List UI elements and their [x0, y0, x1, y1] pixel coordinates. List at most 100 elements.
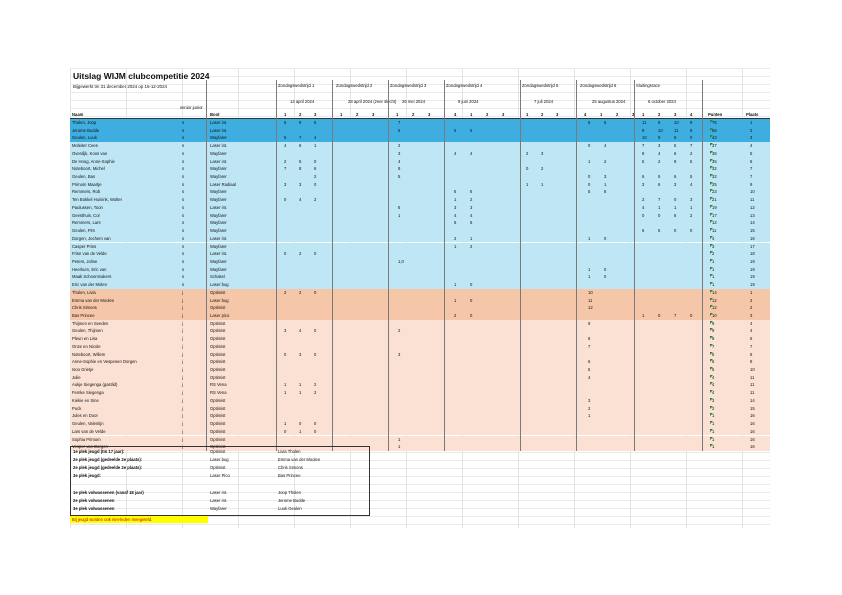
cell-punten: 1 — [712, 428, 715, 434]
cell-senior-junior: j — [182, 421, 183, 427]
header-punten: Punten — [708, 112, 723, 117]
race-number: 2 — [541, 112, 544, 117]
cell-senior-junior: j — [182, 343, 183, 349]
cell-naam: Isoo Grietje — [72, 367, 94, 373]
comment-marker-icon — [710, 397, 713, 401]
cell-score: 4 — [642, 204, 645, 210]
cell-naam: Maak Schoonmakers — [72, 274, 112, 280]
cell-boot: Wayfarer — [210, 212, 227, 218]
cell-score: 5 — [658, 174, 661, 180]
cell-plaats: 11 — [750, 382, 755, 388]
column-separator — [576, 80, 577, 451]
cell-score: 9 — [588, 320, 591, 326]
summary-label: 1e plek volwassenen (vanaf 18 jaar) — [73, 489, 144, 495]
cell-naam: Dorgen, Jochem van — [72, 235, 111, 241]
cell-score: 3 — [470, 204, 473, 210]
cell-score: 7 — [658, 197, 661, 203]
cell-naam: Noteboort, Michel — [72, 166, 105, 172]
cell-punten: 32 — [712, 174, 717, 180]
summary-boot: Optimist — [210, 465, 226, 471]
cell-boot: Optimist — [210, 367, 226, 373]
header-plaats: Plaats — [746, 112, 759, 117]
summary-boot: Laser Pico — [210, 473, 230, 479]
cell-plaats: 13 — [750, 212, 755, 218]
table-row — [70, 250, 770, 258]
race-number: 1 — [340, 112, 343, 117]
cell-boot: Optimist — [210, 405, 226, 411]
cell-plaats: 2 — [750, 297, 753, 303]
cell-senior-junior: j — [182, 289, 183, 295]
cell-plaats: 9 — [750, 181, 753, 187]
table-row — [70, 265, 770, 274]
cell-boot: Laser bug — [210, 282, 229, 288]
cell-boot: Wayfarer — [210, 220, 227, 226]
summary-box — [70, 446, 370, 516]
column-separator — [332, 80, 333, 451]
cell-boot: Wayfarer — [210, 266, 227, 272]
note: Bij jeugd worden ook niet-leden meegetel… — [70, 516, 208, 523]
comment-marker-icon — [710, 297, 713, 301]
table-row — [70, 312, 770, 320]
cell-score: 0 — [314, 421, 317, 427]
cell-boot: Laser int. — [210, 120, 228, 125]
cell-naam: De Hoog, Anne-Sophie — [72, 158, 115, 164]
cell-score: 1 — [284, 382, 287, 388]
cell-score: 7 — [674, 313, 677, 318]
cell-score: 0 — [658, 212, 661, 218]
summary-label: 3e plek jeugd: — [73, 473, 101, 479]
cell-score: 9 — [674, 158, 677, 164]
cell-naam: Geulen, Thijmen — [72, 328, 103, 334]
cell-boot: Optimist — [210, 374, 226, 380]
comment-marker-icon — [710, 428, 713, 432]
cell-boot: Optimist — [210, 436, 226, 442]
race-name-6: Zondagswedstrijd 6 — [580, 83, 617, 88]
race-number: 3 — [556, 112, 559, 117]
table-row — [70, 149, 770, 158]
cell-score: 2 — [588, 405, 591, 411]
cell-plaats: 14 — [750, 220, 755, 226]
cell-naam: Femke Siegenga — [72, 390, 104, 396]
cell-score: 0 — [470, 297, 473, 303]
cell-senior-junior: s — [182, 189, 185, 195]
cell-senior-junior: s — [182, 258, 185, 264]
cell-punten: 7 — [712, 343, 715, 349]
cell-score: 2 — [454, 235, 457, 241]
summary-label: 2e plek jeugd (gedeelde 2e plaats): — [73, 465, 143, 471]
cell-score: 2 — [314, 197, 317, 203]
cell-score: 10 — [642, 135, 647, 141]
cell-boot: Optimist — [210, 328, 226, 334]
cell-punten: 3 — [712, 243, 715, 249]
cell-plaats: 16 — [750, 421, 755, 427]
cell-score: 5 — [604, 120, 607, 125]
cell-score: 0 — [588, 174, 591, 180]
header-divider — [70, 118, 770, 119]
cell-score: 3 — [690, 197, 693, 203]
table-row — [70, 257, 770, 266]
cell-boot: Laser pico — [210, 313, 230, 318]
table-row — [70, 219, 770, 228]
summary-label: 3e plek volwassenen — [73, 505, 115, 511]
table-row — [70, 304, 770, 312]
cell-score: 6 — [674, 150, 677, 156]
cell-score: 6 — [454, 189, 457, 195]
cell-boot: Laser bug — [210, 297, 229, 303]
cell-naam: Onze en Nicole — [72, 343, 101, 349]
cell-plaats: 19 — [750, 258, 755, 264]
cell-senior-junior: j — [182, 367, 183, 373]
table-row — [70, 242, 770, 251]
cell-punten: 25 — [712, 181, 717, 187]
column-separator — [388, 80, 389, 451]
cell-punten: 37 — [712, 143, 717, 149]
cell-senior-junior: s — [182, 174, 185, 180]
cell-punten: 14 — [712, 289, 717, 295]
cell-punten: 19 — [712, 204, 717, 210]
cell-score: 1 — [541, 181, 544, 187]
cell-senior-junior: s — [182, 181, 185, 187]
cell-score: 3 — [642, 181, 645, 187]
cell-boot: Optimist — [210, 413, 226, 419]
comment-marker-icon — [710, 382, 713, 386]
table-row — [70, 435, 770, 444]
comment-marker-icon — [710, 212, 713, 216]
summary-naam: Luuk Geulen — [278, 505, 302, 511]
cell-naam: Anne-Sophie en Vespenen Dorgen — [72, 359, 137, 365]
